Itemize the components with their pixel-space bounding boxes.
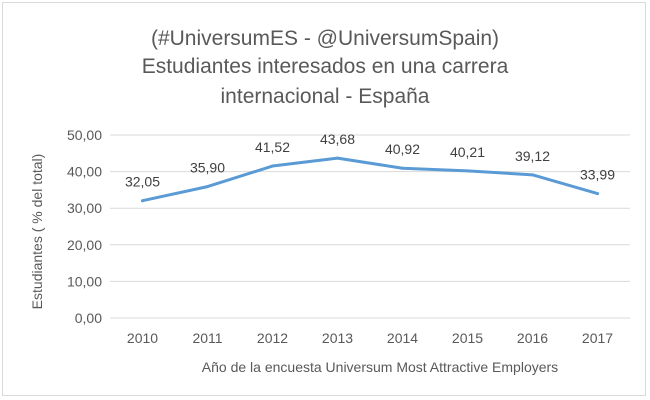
data-point [531,173,534,177]
x-tick-label: 2013 [322,330,353,346]
chart-title-line-3: internacional - España [220,85,430,108]
x-tick-label: 2012 [257,330,288,346]
chart-frame [2,2,646,396]
data-point [271,164,274,168]
data-label: 40,21 [450,144,485,160]
chart-title-line-2: Estudiantes interesados en una carrera [141,55,509,78]
data-point [596,192,599,196]
y-tick-label: 50,00 [67,127,102,143]
x-tick-label: 2016 [517,330,548,346]
y-axis-title: Estudiantes ( % del total) [29,154,45,310]
data-point [141,199,144,203]
y-tick-label: 0,00 [75,310,102,326]
x-tick-label: 2017 [582,330,613,346]
x-tick-label: 2014 [387,330,418,346]
y-tick-label: 10,00 [67,273,102,289]
data-label: 32,05 [125,174,160,190]
y-tick-label: 20,00 [67,237,102,253]
chart-title-line-1: (#UniversumES - @UniversumSpain) [150,27,500,50]
data-label: 33,99 [580,167,615,183]
x-tick-label: 2015 [452,330,483,346]
data-label: 35,90 [190,160,225,176]
data-label: 41,52 [255,139,290,155]
data-point [206,185,209,189]
data-point [466,169,469,173]
series-line [141,156,599,203]
x-tick-label: 2011 [192,330,222,346]
data-label: 43,68 [320,131,355,147]
data-point [401,166,404,170]
data-label: 40,92 [385,141,420,157]
x-tick-label: 2010 [127,330,158,346]
x-axis-title: Año de la encuesta Universum Most Attrac… [202,359,558,375]
data-point [336,156,339,160]
y-tick-label: 30,00 [67,200,102,216]
data-label: 39,12 [515,148,550,164]
y-tick-label: 40,00 [67,164,102,180]
